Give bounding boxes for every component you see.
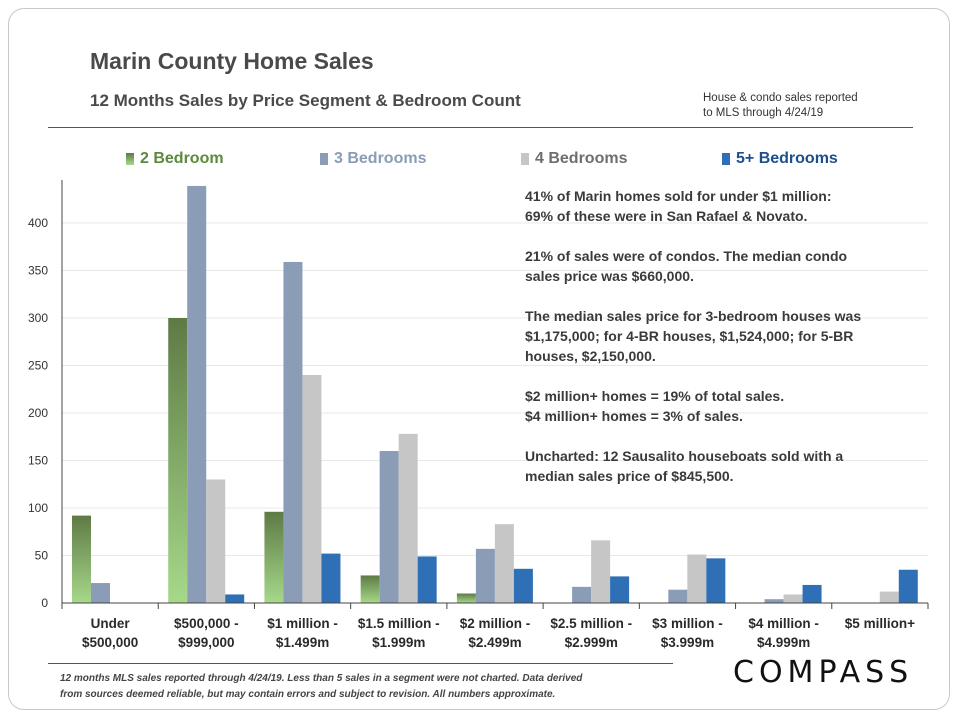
y-tick-label: 400: [28, 216, 48, 230]
bar: [783, 594, 803, 603]
header-divider: [48, 127, 913, 128]
x-tick-label: $3.999m: [661, 635, 714, 650]
x-tick-label: $1.5 million -: [358, 616, 440, 631]
annotation-line: $2 million+ homes = 19% of total sales.: [525, 388, 785, 404]
annotation-line: Uncharted: 12 Sausalito houseboats sold …: [525, 448, 844, 464]
legend-swatch: [320, 153, 328, 165]
bar: [264, 511, 284, 603]
bar: [302, 375, 322, 603]
source-note: House & condo sales reported to MLS thro…: [703, 91, 858, 121]
legend-item-2-bedroom: 2 Bedroom: [126, 150, 224, 168]
bar: [898, 569, 918, 603]
bar: [475, 548, 495, 603]
bar: [168, 318, 188, 603]
legend-swatch: [722, 153, 730, 165]
bar: [879, 591, 899, 603]
legend-item-4-bedrooms: 4 Bedrooms: [521, 150, 627, 168]
chart-title: Marin County Home Sales: [90, 48, 374, 74]
footer-line2: from sources deemed reliable, but may co…: [60, 689, 556, 700]
legend-item-5-bedrooms: 5+ Bedrooms: [722, 150, 838, 168]
annotation-block: The median sales price for 3-bedroom hou…: [525, 306, 900, 366]
legend-swatch: [126, 153, 134, 165]
x-tick-label: $1.499m: [276, 635, 329, 650]
legend-label: 5+ Bedrooms: [736, 150, 838, 167]
annotation-line: 21% of sales were of condos. The median …: [525, 248, 848, 264]
annotation-block: 21% of sales were of condos. The median …: [525, 246, 900, 286]
legend-label: 3 Bedrooms: [334, 150, 427, 167]
legend-label: 2 Bedroom: [140, 150, 224, 167]
x-tick-label: $4 million -: [748, 616, 819, 631]
bar: [591, 540, 611, 603]
x-tick-label: $500,000 -: [174, 616, 239, 631]
bar: [802, 584, 822, 603]
y-tick-label: 200: [28, 406, 48, 420]
bar: [321, 553, 341, 603]
x-tick-label: $5 million+: [845, 616, 915, 631]
bar: [72, 515, 91, 603]
axes: 0 50 100 150 200 250 300 350 400 Under $500,000 $50…: [28, 180, 929, 650]
y-tick-label: 150: [28, 454, 48, 468]
x-tick-label: Under: [91, 616, 131, 631]
x-tick-label: $1.999m: [372, 635, 425, 650]
bar: [668, 589, 688, 603]
bar: [379, 451, 399, 603]
footer-divider: [48, 663, 673, 664]
x-tick-label: $4.999m: [757, 635, 810, 650]
legend-item-3-bedrooms: 3 Bedrooms: [320, 150, 426, 168]
annotation-line: $4 million+ homes = 3% of sales.: [525, 408, 743, 424]
bar: [610, 576, 630, 603]
bar: [417, 556, 437, 603]
bar: [764, 599, 784, 603]
footer-note: 12 months MLS sales reported through 4/2…: [60, 671, 680, 703]
annotation-panel: 41% of Marin homes sold for under $1 mil…: [525, 186, 900, 506]
bar: [456, 593, 476, 603]
bar: [225, 594, 245, 603]
y-tick-label: 250: [28, 359, 48, 373]
compass-logo: COMPASS: [733, 655, 914, 690]
annotation-line: $1,175,000; for 4-BR houses, $1,524,000;…: [525, 328, 854, 344]
annotation-line: sales price was $660,000.: [525, 268, 694, 284]
annotation-line: 41% of Marin homes sold for under $1 mil…: [525, 188, 832, 204]
bar: [187, 185, 207, 603]
legend-swatch: [521, 153, 529, 165]
y-tick-label: 50: [35, 549, 49, 563]
bar: [572, 586, 592, 603]
legend-label: 4 Bedrooms: [535, 150, 628, 167]
annotation-line: The median sales price for 3-bedroom hou…: [525, 308, 862, 324]
y-tick-label: 0: [41, 596, 48, 610]
bar: [494, 524, 514, 603]
x-tick-label: $999,000: [178, 635, 234, 650]
annotation-line: 69% of these were in San Rafael & Novato…: [525, 208, 808, 224]
x-tick-label: $2.999m: [565, 635, 618, 650]
footer-line1: 12 months MLS sales reported through 4/2…: [60, 673, 583, 684]
x-tick-label: $2.5 million -: [550, 616, 632, 631]
bars: [72, 185, 918, 603]
x-tick-label: $2.499m: [468, 635, 521, 650]
source-note-line1: House & condo sales reported: [703, 92, 858, 104]
bar: [360, 575, 380, 603]
bar: [398, 433, 418, 603]
chart-subtitle: 12 Months Sales by Price Segment & Bedro…: [90, 91, 521, 110]
annotation-block: 41% of Marin homes sold for under $1 mil…: [525, 186, 900, 226]
bar: [513, 568, 533, 603]
annotation-line: median sales price of $845,500.: [525, 468, 734, 484]
y-tick-label: 100: [28, 501, 48, 515]
y-tick-label: 350: [28, 264, 48, 278]
x-tick-label: $1 million -: [267, 616, 338, 631]
y-tick-label: 300: [28, 311, 48, 325]
annotation-block: $2 million+ homes = 19% of total sales. …: [525, 386, 900, 426]
bar: [283, 261, 303, 603]
annotation-line: houses, $2,150,000.: [525, 348, 656, 364]
x-tick-label: $3 million -: [652, 616, 723, 631]
x-tick-label: $500,000: [82, 635, 138, 650]
bar: [706, 558, 726, 603]
annotation-block: Uncharted: 12 Sausalito houseboats sold …: [525, 446, 900, 486]
x-tick-label: $2 million -: [460, 616, 531, 631]
bar: [91, 583, 110, 603]
bar: [206, 479, 226, 603]
bar: [687, 554, 707, 603]
source-note-line2: to MLS through 4/24/19: [703, 107, 824, 119]
